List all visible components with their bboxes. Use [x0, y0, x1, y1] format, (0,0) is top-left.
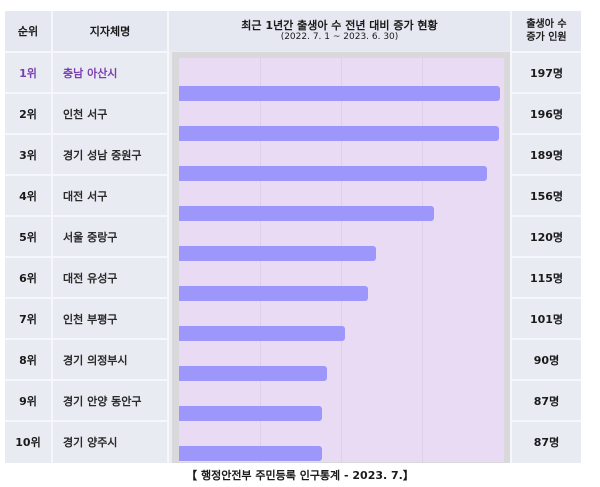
divider — [510, 379, 581, 381]
rank-cell: 7위 — [19, 313, 37, 326]
divider — [5, 297, 169, 299]
rank-cell: 1위 — [19, 67, 37, 80]
header-increase-line2: 증가 인원 — [526, 32, 567, 43]
divider — [510, 420, 581, 422]
divider — [510, 297, 581, 299]
chart-title: 최근 1년간 출생아 수 전년 대비 증가 현황 — [241, 19, 438, 32]
value-cell: 87명 — [533, 395, 560, 408]
region-cell: 인천 서구 — [63, 108, 108, 121]
divider — [510, 133, 581, 135]
gridline — [422, 58, 423, 462]
table-row: 6위 대전 유성구 115명 — [5, 258, 581, 298]
bar-2 — [179, 126, 499, 141]
rank-cell: 3위 — [19, 149, 37, 162]
table-row: 5위 서울 중랑구 120명 — [5, 217, 581, 257]
divider — [5, 92, 169, 94]
header-increase-line1: 출생아 수 — [526, 19, 567, 30]
table-row: 8위 경기 의정부시 90명 — [5, 340, 581, 380]
divider — [5, 174, 169, 176]
region-cell: 경기 양주시 — [63, 436, 118, 449]
value-cell: 189명 — [529, 149, 564, 162]
divider — [510, 338, 581, 340]
plot-area — [179, 58, 504, 462]
divider — [51, 11, 53, 463]
bar-7 — [179, 326, 345, 341]
table-row: 2위 인천 서구 196명 — [5, 94, 581, 134]
bar-10 — [179, 446, 322, 461]
divider — [5, 338, 169, 340]
bar-1 — [179, 86, 500, 101]
divider — [510, 92, 581, 94]
value-cell: 90명 — [533, 354, 560, 367]
bar-chart — [172, 52, 510, 463]
value-cell: 87명 — [533, 436, 560, 449]
region-cell: 인천 부평구 — [63, 313, 118, 326]
ranking-table: 순위 지자체명 최근 1년간 출생아 수 전년 대비 증가 현황 (2022. … — [5, 11, 581, 463]
header-region: 지자체명 — [89, 24, 131, 38]
divider — [510, 51, 581, 53]
rank-cell: 5위 — [19, 231, 37, 244]
table-row: 10위 경기 양주시 87명 — [5, 422, 581, 462]
value-cell: 101명 — [529, 313, 564, 326]
divider — [510, 174, 581, 176]
region-cell: 경기 성남 중원구 — [63, 149, 142, 162]
bar-9 — [179, 406, 322, 421]
rank-cell: 4위 — [19, 190, 37, 203]
region-cell: 대전 유성구 — [63, 272, 118, 285]
header-increase: 출생아 수 증가 인원 — [512, 11, 581, 51]
divider — [5, 215, 169, 217]
region-cell: 대전 서구 — [63, 190, 108, 203]
value-cell: 197명 — [529, 67, 564, 80]
divider — [5, 420, 169, 422]
rank-cell: 6위 — [19, 272, 37, 285]
bar-5 — [179, 246, 376, 261]
rank-cell: 8위 — [19, 354, 37, 367]
header-chart: 최근 1년간 출생아 수 전년 대비 증가 현황 (2022. 7. 1 ~ 2… — [169, 11, 510, 51]
divider — [5, 133, 169, 135]
divider — [5, 256, 169, 258]
source-caption: 【 행정안전부 주민등록 인구통계 - 2023. 7.】 — [186, 469, 414, 482]
table-row: 7위 인천 부평구 101명 — [5, 299, 581, 339]
bar-3 — [179, 166, 487, 181]
region-cell: 충남 아산시 — [63, 67, 118, 80]
value-cell: 196명 — [529, 108, 564, 121]
table-row: 3위 경기 성남 중원구 189명 — [5, 135, 581, 175]
rank-cell: 9위 — [19, 395, 37, 408]
divider — [167, 11, 169, 463]
chart-period: (2022. 7. 1 ~ 2023. 6. 30) — [280, 32, 399, 42]
rank-cell: 2위 — [19, 108, 37, 121]
value-cell: 115명 — [529, 272, 564, 285]
bar-4 — [179, 206, 434, 221]
rank-cell: 10위 — [15, 436, 41, 449]
table-row: 1위 충남 아산시 197명 — [5, 53, 581, 93]
divider — [510, 256, 581, 258]
region-cell: 서울 중랑구 — [63, 231, 118, 244]
divider — [5, 51, 169, 53]
bar-6 — [179, 286, 368, 301]
table-row: 4위 대전 서구 156명 — [5, 176, 581, 216]
region-cell: 경기 의정부시 — [63, 354, 128, 367]
region-cell: 경기 안양 동안구 — [63, 395, 142, 408]
divider — [510, 11, 512, 463]
divider — [5, 379, 169, 381]
value-cell: 156명 — [529, 190, 564, 203]
value-cell: 120명 — [529, 231, 564, 244]
table-row: 9위 경기 안양 동안구 87명 — [5, 381, 581, 421]
table-header: 순위 지자체명 최근 1년간 출생아 수 전년 대비 증가 현황 (2022. … — [5, 11, 581, 51]
header-rank: 순위 — [17, 24, 39, 38]
bar-8 — [179, 366, 327, 381]
divider — [510, 215, 581, 217]
